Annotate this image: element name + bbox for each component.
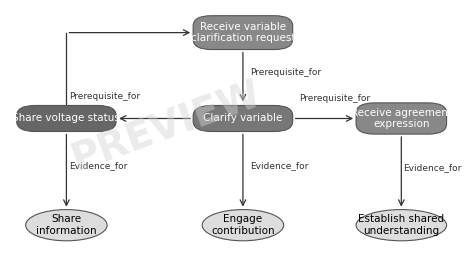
Text: Share
information: Share information <box>36 214 97 236</box>
Text: Evidence_for: Evidence_for <box>69 161 127 170</box>
Text: Prerequisite_for: Prerequisite_for <box>69 92 140 101</box>
Text: Evidence_for: Evidence_for <box>403 163 462 173</box>
Text: Evidence_for: Evidence_for <box>250 161 308 170</box>
Text: Receive variable
clarification request: Receive variable clarification request <box>191 22 295 43</box>
Ellipse shape <box>356 210 447 241</box>
Ellipse shape <box>202 210 283 241</box>
FancyBboxPatch shape <box>356 103 447 134</box>
Text: Receive agreement
expression: Receive agreement expression <box>351 108 452 129</box>
Text: Establish shared
understanding: Establish shared understanding <box>358 214 445 236</box>
FancyBboxPatch shape <box>17 105 116 132</box>
Text: PREVIEW: PREVIEW <box>66 74 266 178</box>
Text: Engage
contribution: Engage contribution <box>211 214 275 236</box>
Text: Prerequisite_for: Prerequisite_for <box>300 94 371 103</box>
Text: Clarify variable: Clarify variable <box>203 114 283 124</box>
Text: Share voltage status: Share voltage status <box>12 114 120 124</box>
Text: Prerequisite_for: Prerequisite_for <box>250 68 321 77</box>
FancyBboxPatch shape <box>193 16 293 49</box>
FancyBboxPatch shape <box>193 105 293 132</box>
Ellipse shape <box>26 210 107 241</box>
